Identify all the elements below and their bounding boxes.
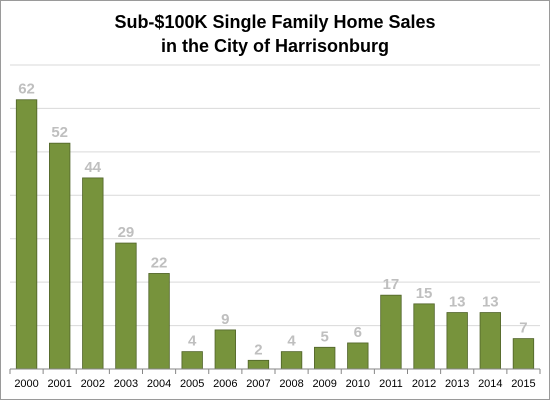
bar-2007	[247, 359, 270, 370]
x-axis: 2000 2001 2002 2003 2004 2005 2006 2007 2008 2009…	[9, 368, 541, 390]
data-labels: 62 52 44 29 22 4 9 2 4 5 6 17 15 13 13 7	[18, 81, 527, 359]
x-tick-label-2002: 2002	[81, 378, 105, 390]
data-label-2001: 52	[51, 124, 68, 141]
bar-2000	[15, 99, 38, 370]
data-label-2006: 9	[221, 311, 229, 328]
data-label-2013: 13	[449, 294, 466, 311]
bar-2009	[314, 346, 336, 370]
bar-2004	[148, 273, 170, 370]
x-tick-label-2004: 2004	[147, 378, 171, 390]
bar-2013	[446, 312, 468, 370]
data-label-2005: 4	[188, 333, 197, 350]
bar-2011	[380, 294, 402, 370]
x-tick-label-2006: 2006	[213, 378, 237, 390]
x-tick-label-2009: 2009	[312, 378, 336, 390]
x-tick-label-2014: 2014	[478, 378, 502, 390]
bar-2001	[49, 142, 71, 370]
bar-2015	[512, 338, 535, 370]
bar-2002	[82, 177, 104, 370]
data-label-2009: 5	[321, 328, 329, 345]
bar-2008	[280, 351, 303, 370]
data-label-2000: 62	[18, 81, 35, 98]
data-label-2011: 17	[383, 276, 400, 293]
data-label-2003: 29	[118, 224, 135, 241]
chart-title: Sub-$100K Single Family Home Sales	[114, 12, 436, 32]
x-tick-label-2010: 2010	[346, 378, 370, 390]
chart-subtitle: in the City of Harrisonburg	[160, 36, 389, 56]
data-label-2010: 6	[354, 324, 362, 341]
x-tick-label-2013: 2013	[445, 378, 469, 390]
x-tick-label-2000: 2000	[14, 378, 38, 390]
bar-2014	[479, 312, 501, 370]
x-tick-label-2007: 2007	[246, 378, 270, 390]
data-label-2004: 22	[151, 254, 168, 271]
x-tick-label-2003: 2003	[114, 378, 138, 390]
x-tick-label-2011: 2011	[379, 378, 403, 390]
x-tick-label-2012: 2012	[412, 378, 436, 390]
x-tick-label-2005: 2005	[180, 378, 204, 390]
x-tick-label-2015: 2015	[511, 378, 535, 390]
bar-2003	[115, 242, 137, 370]
data-label-2008: 4	[287, 333, 296, 350]
data-label-2002: 44	[84, 159, 101, 176]
x-tick-label-2008: 2008	[279, 378, 303, 390]
x-tick-label-2001: 2001	[47, 378, 71, 390]
data-label-2014: 13	[482, 294, 499, 311]
bar-2010	[347, 342, 369, 370]
data-label-2015: 7	[519, 320, 527, 337]
bars	[15, 99, 535, 370]
bar-2005	[181, 351, 203, 370]
data-label-2007: 2	[254, 341, 262, 358]
bar-2012	[413, 303, 435, 370]
data-label-2012: 15	[416, 285, 433, 302]
bar-2006	[214, 329, 236, 370]
